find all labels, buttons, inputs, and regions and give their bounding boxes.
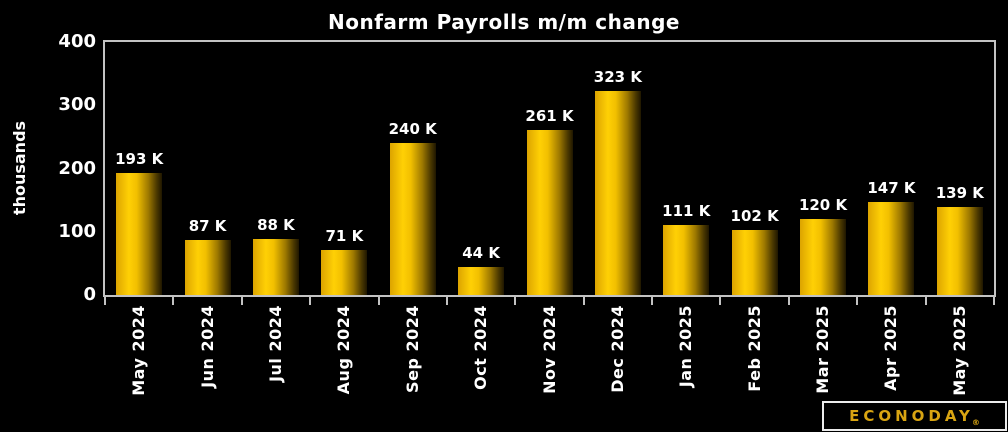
- bar-value-label: 139 K: [935, 184, 984, 203]
- y-axis-tick-label: 300: [58, 94, 96, 116]
- bar-value-label: 71 K: [325, 227, 364, 246]
- registered-trademark-icon: ®: [971, 418, 980, 427]
- x-axis-tick-label: May 2025: [949, 305, 969, 396]
- chart-title: Nonfarm Payrolls m/m change: [328, 10, 680, 34]
- y-axis-tick-label: 100: [58, 220, 96, 242]
- y-axis-tick-label: 200: [58, 157, 96, 179]
- x-axis-tick-label: Jan 2025: [676, 305, 696, 388]
- x-axis-tick-label: Nov 2024: [539, 305, 559, 394]
- bar: [458, 267, 505, 295]
- x-axis-tick: [856, 297, 859, 305]
- bar-value-label: 323 K: [593, 67, 642, 86]
- x-axis-tick: [104, 297, 106, 305]
- bar: [116, 172, 163, 295]
- x-axis-tick-label: Jul 2024: [265, 305, 285, 382]
- x-axis-tick-label: May 2024: [129, 305, 149, 396]
- bar-value-label: 120 K: [798, 196, 848, 215]
- bar-value-label: 147 K: [867, 179, 916, 198]
- bar: [663, 224, 710, 295]
- x-axis-tick: [993, 297, 995, 305]
- bar-value-label: 261 K: [525, 106, 574, 125]
- x-axis-tick: [582, 297, 585, 305]
- x-axis-tick: [514, 297, 517, 305]
- bar: [184, 239, 231, 295]
- bar: [731, 230, 778, 295]
- bar: [252, 239, 299, 295]
- bar-value-label: 240 K: [388, 120, 437, 139]
- bar: [526, 129, 573, 295]
- bar-value-label: 111 K: [662, 201, 711, 220]
- econoday-logo: ECONODAY ®: [822, 401, 1007, 431]
- x-axis-tick: [787, 297, 790, 305]
- x-axis-tick: [309, 297, 312, 305]
- x-axis-tick-label: Apr 2025: [881, 305, 901, 391]
- bar: [936, 207, 983, 295]
- bar-value-label: 88 K: [257, 216, 295, 235]
- x-axis-tick: [719, 297, 722, 305]
- y-axis-tick-label: 400: [58, 31, 96, 52]
- x-axis-tick: [445, 297, 448, 305]
- x-axis-tick-label: Oct 2024: [471, 305, 491, 390]
- x-axis-tick: [651, 297, 654, 305]
- x-axis-tick: [924, 297, 927, 305]
- econoday-wordmark: ECONODAY: [849, 406, 974, 425]
- bar-value-label: 193 K: [115, 149, 164, 168]
- bar-value-label: 87 K: [188, 216, 227, 235]
- x-axis-tick-label: Aug 2024: [334, 305, 354, 395]
- bar: [389, 143, 436, 295]
- x-axis-tick-label: Jun 2024: [197, 305, 217, 388]
- x-axis-tick-label: Feb 2025: [744, 305, 764, 392]
- x-axis-tick-label: Mar 2025: [813, 305, 833, 394]
- x-axis-tick: [172, 297, 175, 305]
- bar: [800, 219, 847, 295]
- bar: [868, 202, 915, 295]
- x-axis-tick: [377, 297, 380, 305]
- x-axis-tick-label: Sep 2024: [402, 305, 422, 393]
- x-axis-tick-label: Dec 2024: [607, 305, 627, 393]
- bar-value-label: 44 K: [462, 244, 500, 263]
- y-axis-tick-label: 0: [83, 284, 96, 305]
- bar-value-label: 102 K: [730, 207, 779, 226]
- bar: [594, 90, 641, 295]
- bar: [321, 250, 368, 295]
- x-axis-tick: [240, 297, 243, 305]
